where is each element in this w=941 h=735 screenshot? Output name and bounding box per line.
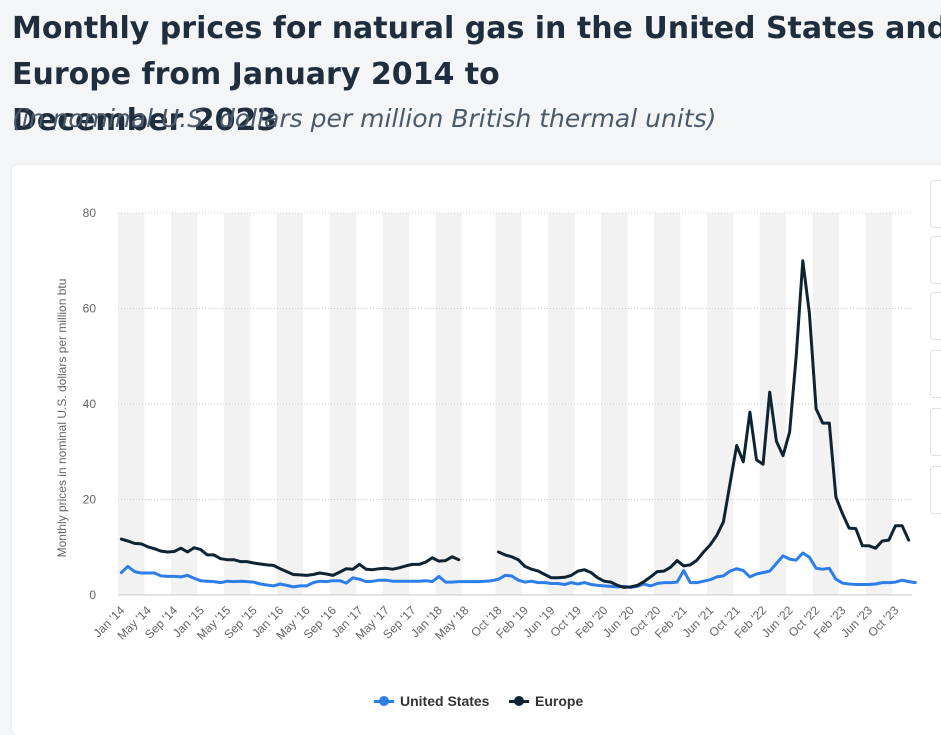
side-tool-button-6[interactable] (930, 466, 941, 514)
legend-label-europe: Europe (535, 693, 584, 709)
y-tick-label: 80 (83, 206, 97, 220)
legend-item-europe[interactable]: Europe (509, 693, 583, 709)
chart-card: 0 20 40 60 80 Jan '14 May '14 Sep '14 Jan '15 Ma… (12, 165, 941, 735)
column-band (601, 213, 628, 595)
y-axis-ticks: 0 20 40 60 80 (83, 206, 97, 602)
side-tool-button-5[interactable] (930, 408, 941, 456)
x-tick-label: Oct '23 (865, 603, 902, 640)
series-line-united-states[interactable] (119, 551, 917, 589)
column-band (706, 213, 734, 595)
column-band (382, 213, 410, 595)
series-lines (119, 259, 917, 589)
y-tick-label: 60 (83, 302, 97, 316)
side-tool-button-4[interactable] (930, 350, 941, 398)
column-band (865, 213, 893, 595)
y-tick-label: 0 (89, 588, 96, 602)
gridlines (118, 212, 912, 596)
page-subtitle: (in nominal U.S. dollars per million Bri… (12, 104, 717, 133)
legend-item-united-states[interactable]: United States (374, 693, 489, 709)
y-tick-label: 40 (83, 397, 97, 411)
legend-symbol-europe (509, 695, 529, 707)
page-title: Monthly prices for natural gas in the Un… (12, 11, 941, 138)
side-tool-button-1[interactable] (930, 180, 941, 228)
column-band (548, 213, 575, 595)
legend-symbol-united-states (374, 695, 394, 707)
column-band (118, 213, 145, 595)
y-tick-label: 20 (83, 493, 97, 507)
side-tool-button-2[interactable] (930, 236, 941, 284)
side-tool-button-3[interactable] (930, 292, 941, 340)
column-band (223, 213, 251, 595)
legend-label-united-states: United States (400, 693, 490, 709)
y-axis-label: Monthly prices in nominal U.S. dollars p… (55, 279, 69, 558)
series-line-europe[interactable] (119, 259, 911, 589)
